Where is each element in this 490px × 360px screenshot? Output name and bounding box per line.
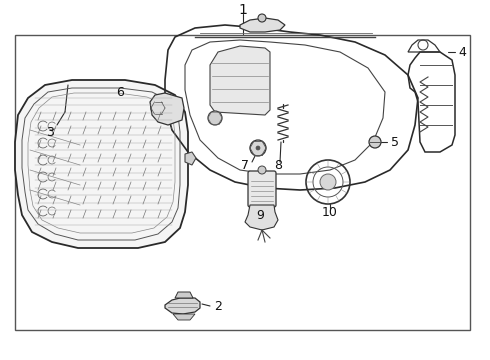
Text: 5: 5 xyxy=(391,135,399,149)
Circle shape xyxy=(369,136,381,148)
Polygon shape xyxy=(185,152,196,165)
Circle shape xyxy=(258,166,266,174)
Text: 7: 7 xyxy=(241,158,249,171)
Text: 1: 1 xyxy=(239,3,247,17)
Polygon shape xyxy=(173,314,195,320)
FancyBboxPatch shape xyxy=(248,171,276,207)
Polygon shape xyxy=(165,298,200,314)
Text: 9: 9 xyxy=(256,208,264,221)
Circle shape xyxy=(151,101,165,115)
Text: 3: 3 xyxy=(46,126,54,139)
Circle shape xyxy=(250,140,266,156)
Polygon shape xyxy=(245,205,278,230)
Circle shape xyxy=(320,174,336,190)
Circle shape xyxy=(258,14,266,22)
Text: 8: 8 xyxy=(274,158,282,171)
Polygon shape xyxy=(175,292,193,298)
Text: 10: 10 xyxy=(322,206,338,219)
Text: 6: 6 xyxy=(116,86,124,99)
Bar xyxy=(15,35,470,330)
Polygon shape xyxy=(150,93,184,125)
Text: 2: 2 xyxy=(214,300,222,312)
Polygon shape xyxy=(210,46,270,115)
Polygon shape xyxy=(240,18,285,32)
Text: 4: 4 xyxy=(458,45,466,59)
Polygon shape xyxy=(15,80,188,248)
Circle shape xyxy=(256,146,260,150)
Circle shape xyxy=(208,111,222,125)
